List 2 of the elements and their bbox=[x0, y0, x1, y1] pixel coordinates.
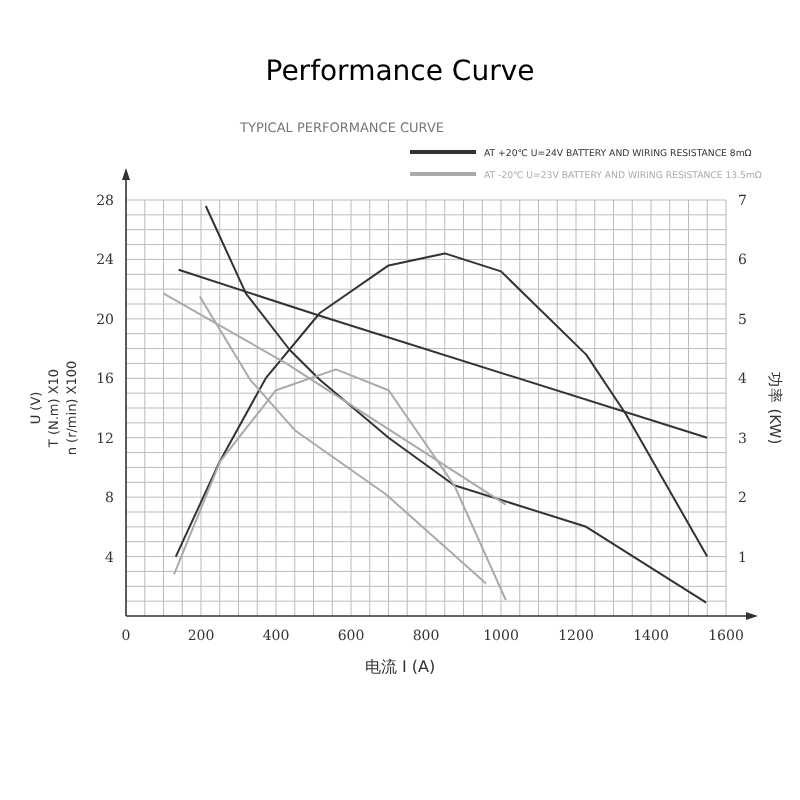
x-axis-title: 电流 I (A) bbox=[364, 658, 436, 676]
chart-title: Performance Curve bbox=[265, 56, 535, 88]
